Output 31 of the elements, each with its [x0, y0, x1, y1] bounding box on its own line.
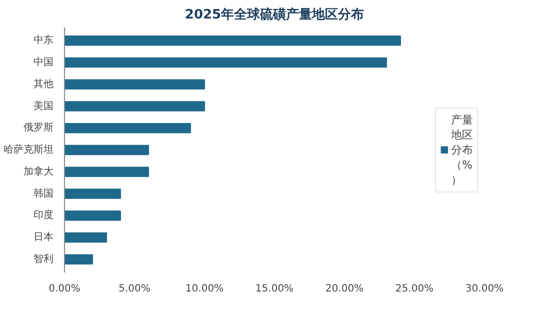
x-tick-label: 5.00%	[118, 284, 150, 294]
y-tick-label: 俄罗斯	[24, 122, 54, 134]
y-tick-label: 韩国	[34, 187, 54, 200]
bar	[64, 210, 121, 221]
y-tick-label: 印度	[34, 209, 54, 222]
x-tick-label: 25.00%	[395, 284, 434, 294]
x-tick-label: 30.00%	[465, 284, 504, 294]
bar	[64, 254, 93, 264]
bar	[64, 232, 107, 243]
y-tick-label: 中东	[34, 34, 54, 46]
y-tick-label: 日本	[34, 231, 54, 243]
x-tick-label: 0.00%	[48, 284, 80, 294]
bar	[64, 36, 401, 46]
y-tick-label: 加拿大	[24, 165, 54, 178]
bar	[64, 101, 205, 112]
bar	[64, 188, 121, 199]
bar	[64, 166, 149, 177]
y-tick-label: 美国	[34, 100, 54, 112]
x-tick-label: 10.00%	[185, 284, 224, 294]
bar	[64, 144, 149, 156]
y-tick-label: 哈萨克斯坦	[4, 144, 54, 156]
x-tick-label: 20.00%	[325, 284, 364, 294]
x-tick-label: 15.00%	[255, 284, 294, 294]
y-tick-label: 中国	[34, 56, 54, 68]
y-tick-label: 智利	[34, 252, 54, 265]
chart-title: 2025年全球硫磺产量地区分布	[184, 6, 364, 22]
y-tick-label: 其他	[34, 78, 54, 90]
bar	[64, 79, 205, 90]
legend-label: 产量地区分布（%）	[451, 112, 473, 187]
bar	[64, 57, 387, 68]
bar	[64, 123, 191, 134]
